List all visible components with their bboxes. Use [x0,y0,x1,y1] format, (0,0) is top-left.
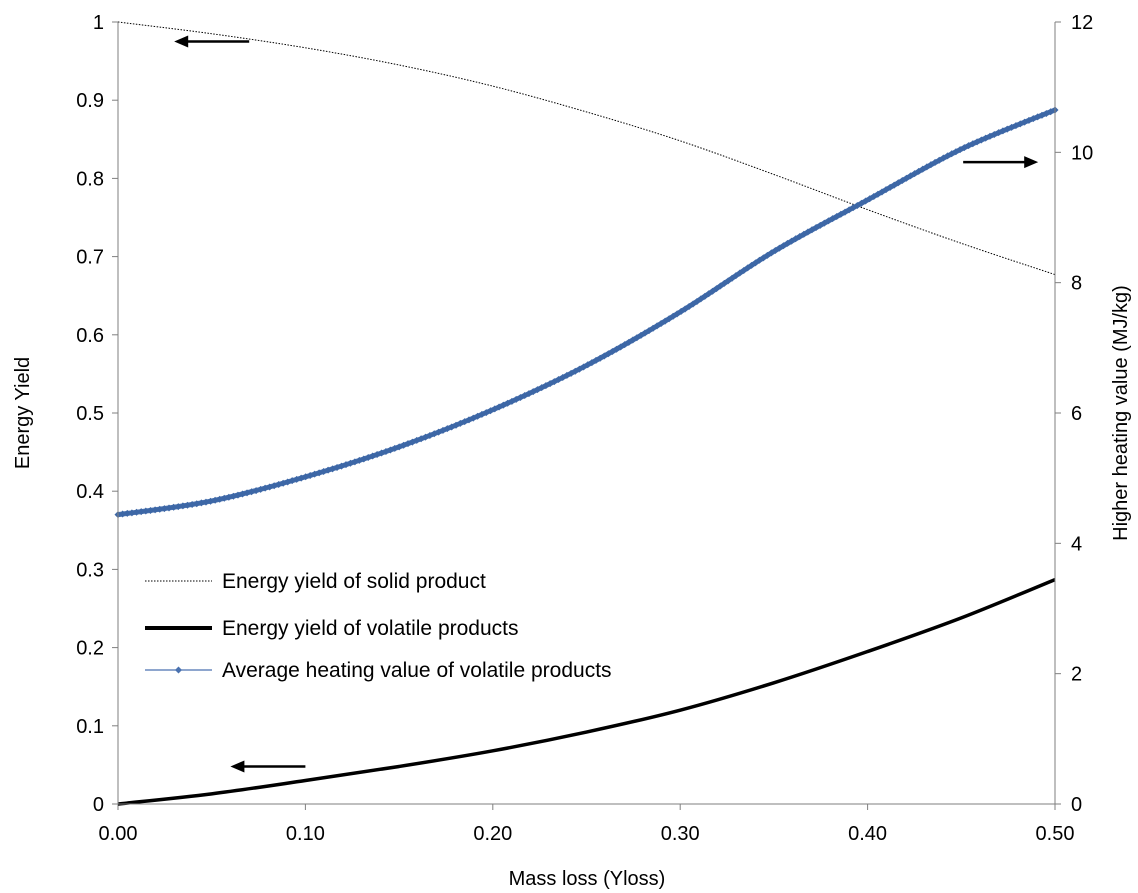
direction-arrow-left [174,35,250,48]
legend: Energy yield of solid product Energy yiel… [145,570,612,682]
data-point-marker [142,507,150,515]
data-point-marker [193,500,201,508]
y2-axis-title: Higher heating value (MJ/kg) [1110,285,1132,541]
x-axis-ticks: 0.00 0.10 0.20 0.30 0.40 0.50 [99,804,1075,845]
y-tick-label: 1 [93,12,104,34]
data-point-marker [179,502,187,510]
direction-arrow-left [230,760,306,773]
legend-marker [175,666,182,674]
data-point-marker [202,498,210,506]
y-axis-title: Energy Yield [12,357,34,469]
data-point-marker [151,506,159,514]
data-point-marker [508,397,516,405]
y2-tick-label: 4 [1071,533,1082,555]
data-point-marker [146,506,154,514]
y-tick-label: 0 [93,794,104,816]
y-tick-label: 0.8 [76,168,104,190]
data-point-marker [207,497,215,505]
series-2 [117,577,1056,806]
x-tick-label: 0.10 [286,823,325,845]
y-tick-label: 0.7 [76,247,104,269]
x-tick-label: 0.40 [848,823,887,845]
legend-label: Average heating value of volatile produc… [222,659,612,682]
right-axis-ticks: 0 2 4 6 8 10 12 [1055,12,1093,816]
data-point-marker [170,503,178,511]
y2-tick-label: 6 [1071,403,1082,425]
y2-tick-label: 8 [1071,273,1082,295]
y2-tick-label: 2 [1071,664,1082,686]
data-point-marker [137,508,145,516]
y2-tick-label: 10 [1071,142,1093,164]
legend-label: Energy yield of volatile products [222,617,519,640]
data-point-marker [156,505,164,513]
data-point-marker [165,504,173,512]
y-tick-label: 0.4 [76,481,104,503]
data-point-marker [211,496,219,504]
data-point-marker [123,509,131,517]
series-3 [114,106,1059,519]
y-tick-label: 0.5 [76,403,104,425]
legend-item-1: Energy yield of solid product [145,570,486,593]
axes [117,22,1056,805]
y-tick-label: 0.3 [76,559,104,581]
series-1 [117,21,1056,276]
y-tick-label: 0.6 [76,325,104,347]
y2-tick-label: 12 [1071,12,1093,34]
series-line-solid-product [117,21,1056,276]
arrow-layer [174,35,1039,773]
left-axis-ticks: 0 0.1 0.2 0.3 0.4 0.5 0.6 0.7 0.8 0.9 1 [76,12,118,816]
legend-item-3: Average heating value of volatile produc… [145,659,612,682]
data-point-marker [220,494,228,502]
series-line-volatile-products [117,577,1056,806]
legend-item-2: Energy yield of volatile products [145,617,519,640]
x-axis-title: Mass loss (Yloss) [509,868,666,890]
data-point-marker [119,510,127,518]
y-tick-label: 0.1 [76,716,104,738]
x-tick-label: 0.20 [473,823,512,845]
data-point-marker [197,499,205,507]
data-point-marker [174,503,182,511]
series-layer [114,21,1059,806]
data-point-marker [188,500,196,508]
data-point-marker [133,508,141,516]
x-tick-label: 0.00 [99,823,138,845]
data-point-marker [128,509,136,517]
y2-tick-label: 0 [1071,794,1082,816]
y-tick-label: 0.2 [76,638,104,660]
data-point-marker [225,493,233,501]
direction-arrow-right [963,156,1039,169]
data-point-marker [216,495,224,503]
data-point-marker [184,501,192,509]
data-point-marker [160,505,168,513]
x-tick-label: 0.50 [1036,823,1075,845]
legend-label: Energy yield of solid product [222,570,486,593]
x-tick-label: 0.30 [661,823,700,845]
y-tick-label: 0.9 [76,90,104,112]
